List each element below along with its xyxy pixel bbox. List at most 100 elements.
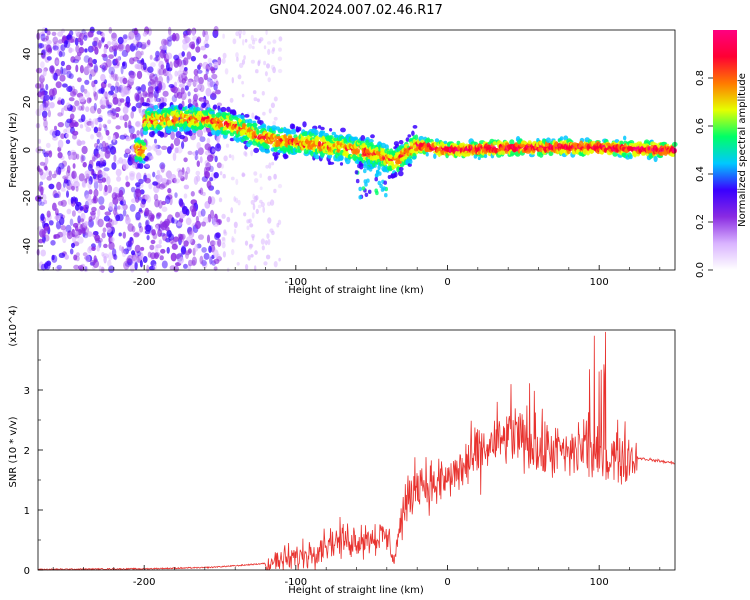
spectrogram-point (109, 146, 117, 155)
spectrogram-point (191, 208, 197, 218)
spectrogram-point (126, 240, 133, 248)
spectrogram-point (265, 29, 268, 36)
spectrogram-point (254, 178, 259, 183)
spectrogram-point (264, 144, 270, 150)
spectrogram-point (169, 265, 176, 271)
spectrogram-point (198, 234, 204, 240)
spectrogram-point (363, 164, 367, 169)
spectrogram-point (375, 169, 380, 174)
spectrogram-point (178, 103, 183, 110)
spectrogram-point (93, 102, 97, 111)
spectrogram-point (132, 133, 137, 139)
spectrogram-point (108, 90, 114, 96)
spectrogram-point (173, 137, 181, 147)
spectrogram-point (117, 43, 124, 52)
spectrogram-point (247, 254, 251, 261)
spectrogram-point (133, 27, 138, 36)
spectrogram-point (243, 212, 247, 217)
spectrogram-point (74, 203, 80, 211)
spectrogram-point (230, 176, 235, 181)
spectrogram-point (101, 36, 105, 43)
spectrogram-point (236, 56, 239, 62)
spectrogram-point (100, 104, 106, 110)
spectrogram-point (106, 176, 111, 185)
spectrogram-point (150, 260, 157, 267)
spectrogram-point (68, 73, 74, 79)
spectrogram-point (60, 44, 66, 52)
spectrogram-point (82, 181, 86, 188)
spectrogram-point (623, 135, 627, 141)
spectrogram-point (433, 153, 437, 159)
spectrogram-point (171, 217, 175, 224)
spectrogram-point (132, 39, 137, 47)
spectrogram-point (153, 263, 158, 270)
spectrogram-point (75, 225, 79, 232)
spectrogram-point (91, 156, 96, 162)
spectrogram-point (68, 180, 74, 187)
spectrogram-point (62, 181, 66, 188)
spectrogram-point (57, 31, 64, 37)
spectrogram-point (184, 250, 191, 256)
spectrogram-point (157, 84, 162, 94)
spectrogram-point (84, 79, 90, 85)
colorbar-ticks: 0.0 0.2 0.4 0.6 0.8 (695, 70, 713, 278)
spectrogram-point (146, 39, 151, 46)
spectrogram-point (80, 84, 85, 93)
spectrogram-point (273, 261, 278, 268)
spectrogram-point (253, 195, 258, 203)
spectrogram-point (65, 64, 72, 71)
spectrogram-point (252, 203, 256, 211)
y-tick-label: 0 (22, 147, 33, 153)
spectrogram-point (186, 51, 192, 60)
spectrogram-point (159, 220, 164, 229)
spectrogram-point (270, 199, 275, 206)
spectrogram-point (370, 134, 375, 139)
spectrogram-point (39, 161, 45, 166)
spectrogram-point (140, 132, 144, 138)
spectrogram-point (241, 118, 247, 125)
spectrogram-point (45, 142, 51, 149)
spectrogram-point (122, 209, 127, 217)
spectrogram-point (150, 62, 156, 68)
spectrogram-point (221, 242, 226, 249)
spectrogram-point (241, 80, 245, 85)
spectrogram-point (39, 169, 44, 176)
spectrogram-point (251, 235, 255, 241)
spectrogram-point (95, 165, 101, 171)
spectrogram-point (50, 240, 56, 246)
spectrogram-point (40, 61, 45, 69)
spectrogram-point (69, 248, 74, 255)
x-tick-label: -100 (284, 277, 307, 288)
spectrogram-point (527, 140, 532, 145)
spectrogram-point (77, 77, 82, 83)
spectrogram-point (231, 77, 234, 84)
spectrogram-point (159, 162, 166, 170)
spectrogram-point (125, 257, 132, 264)
spectrogram-point (191, 256, 197, 266)
spectrogram-point (425, 152, 429, 157)
spectrogram-point (126, 258, 133, 266)
spectrogram-point (278, 47, 282, 52)
spectrogram-point (382, 186, 386, 191)
spectrogram-point (228, 154, 232, 159)
spectrogram-point (249, 223, 254, 228)
spectrogram-point (411, 130, 415, 137)
spectrogram-point (255, 208, 259, 215)
spectrogram-point (88, 245, 93, 252)
spectrogram-point (215, 232, 221, 239)
spectrogram-point (107, 40, 112, 47)
spectrogram-point (56, 264, 62, 270)
spectrogram-point (60, 28, 66, 34)
spectrogram-point (118, 232, 122, 237)
spectrogram-point (108, 201, 114, 211)
spectrogram-point (131, 106, 137, 112)
spectrogram-point (266, 233, 270, 240)
spectrogram-point (61, 68, 68, 75)
spectrogram-point (437, 150, 441, 158)
spectrogram-point (232, 110, 237, 117)
spectrogram-point (412, 125, 418, 129)
spectrogram-point (92, 173, 97, 180)
spectrogram-point (94, 118, 99, 126)
spectrogram-point (71, 170, 77, 179)
spectrogram-point (193, 74, 199, 82)
